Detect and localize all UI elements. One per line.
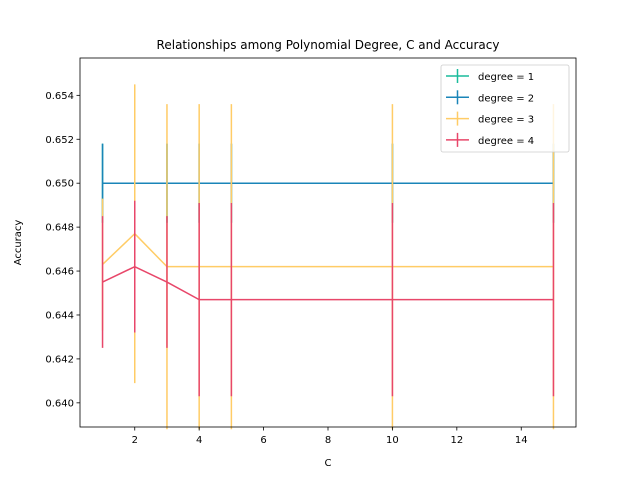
- x-tick-label: 12: [450, 435, 463, 446]
- legend-box: [440, 64, 570, 153]
- y-tick-label: 0.654: [45, 91, 74, 102]
- plot-area: [101, 84, 555, 430]
- legend-label: degree = 1: [478, 72, 534, 83]
- y-tick-label: 0.640: [45, 398, 74, 409]
- legend-label: degree = 3: [478, 115, 534, 126]
- chart-title: Relationships among Polynomial Degree, C…: [157, 38, 500, 52]
- y-axis-label: Accuracy: [13, 220, 24, 266]
- y-tick-label: 0.650: [45, 179, 74, 190]
- x-tick-label: 4: [196, 435, 202, 446]
- series-line: [102, 265, 554, 301]
- legend-item: degree = 1: [446, 69, 534, 83]
- legend-item: degree = 3: [446, 111, 534, 126]
- y-tick-label: 0.652: [45, 135, 74, 146]
- x-tick-label: 14: [515, 435, 528, 446]
- legend: degree = 1 degree = 2 degree = 3 degree = 4: [440, 64, 570, 153]
- y-tick-label: 0.644: [45, 310, 74, 321]
- y-tick-label: 0.646: [45, 267, 74, 278]
- y-tick-label: 0.648: [45, 223, 74, 234]
- x-tick-label: 10: [386, 435, 399, 446]
- series-4: [101, 200, 555, 397]
- series-2: [101, 143, 555, 223]
- series-line: [102, 232, 554, 268]
- y-axis: 0.640 0.642 0.644 0.646 0.648 0.650 0.652 0.654: [45, 91, 80, 409]
- x-tick-label: 6: [260, 435, 266, 446]
- legend-item: degree = 2: [446, 90, 534, 105]
- legend-item: degree = 4: [446, 132, 534, 147]
- legend-label: degree = 4: [478, 136, 534, 147]
- x-tick-label: 2: [132, 435, 138, 446]
- x-axis: 2 4 6 8 10 12 14: [132, 427, 528, 446]
- x-axis-label: C: [325, 458, 332, 469]
- legend-label: degree = 2: [478, 93, 534, 104]
- x-tick-label: 8: [325, 435, 331, 446]
- y-tick-label: 0.642: [45, 354, 74, 365]
